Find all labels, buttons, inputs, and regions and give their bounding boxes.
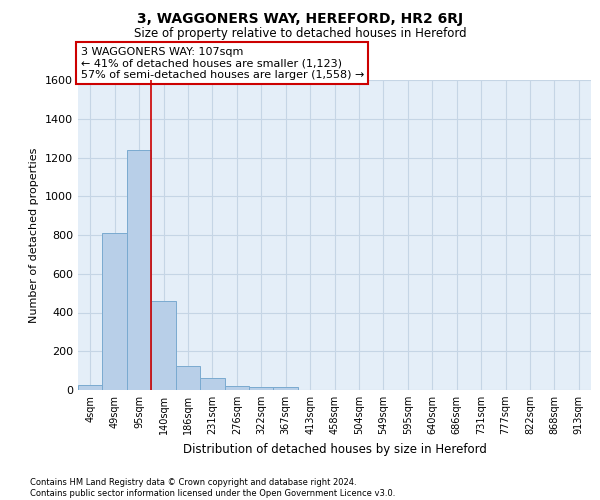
Bar: [249, 386, 274, 390]
Bar: [151, 301, 176, 390]
Bar: [103, 233, 127, 390]
X-axis label: Distribution of detached houses by size in Hereford: Distribution of detached houses by size …: [182, 442, 487, 456]
Text: Size of property relative to detached houses in Hereford: Size of property relative to detached ho…: [134, 28, 466, 40]
Bar: [274, 387, 298, 390]
Bar: [200, 378, 224, 390]
Bar: [176, 366, 200, 390]
Y-axis label: Number of detached properties: Number of detached properties: [29, 148, 40, 322]
Bar: [127, 150, 151, 390]
Bar: [224, 386, 249, 390]
Text: 3 WAGGONERS WAY: 107sqm
← 41% of detached houses are smaller (1,123)
57% of semi: 3 WAGGONERS WAY: 107sqm ← 41% of detache…: [80, 47, 364, 80]
Text: Contains HM Land Registry data © Crown copyright and database right 2024.
Contai: Contains HM Land Registry data © Crown c…: [30, 478, 395, 498]
Text: 3, WAGGONERS WAY, HEREFORD, HR2 6RJ: 3, WAGGONERS WAY, HEREFORD, HR2 6RJ: [137, 12, 463, 26]
Bar: [78, 385, 103, 390]
